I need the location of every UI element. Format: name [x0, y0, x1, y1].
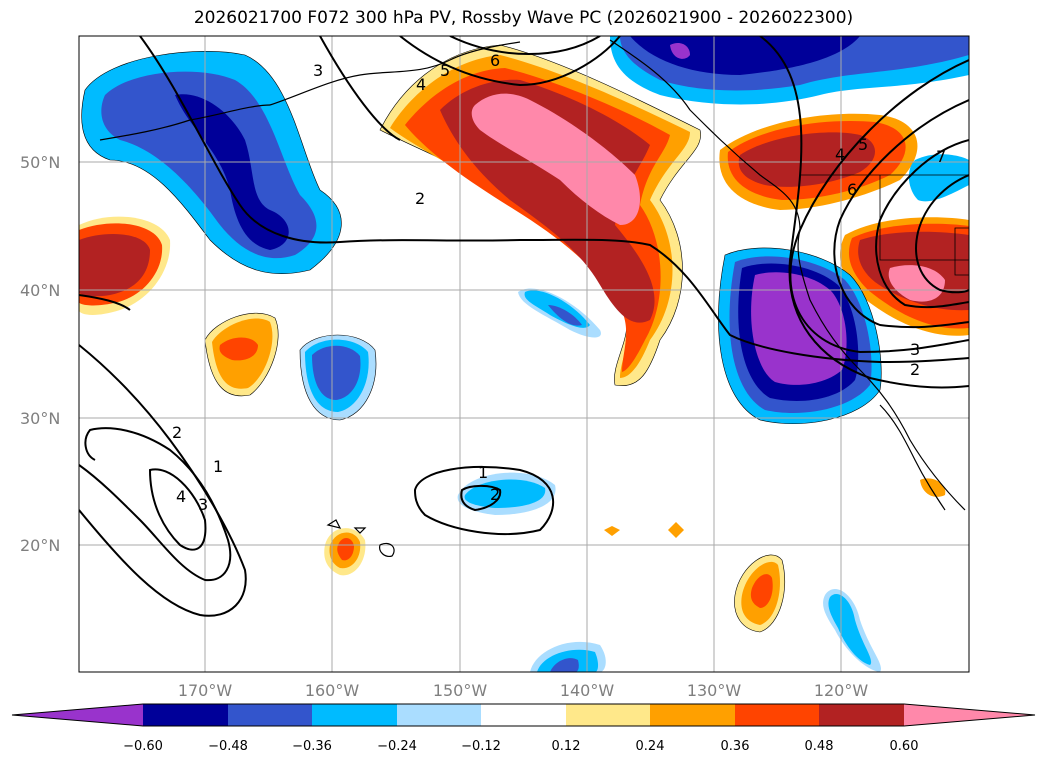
svg-text:−0.24: −0.24: [377, 739, 417, 754]
lat-label-40n: 40°N: [20, 281, 60, 300]
svg-text:2: 2: [172, 423, 182, 442]
colorbar-seg-3: [312, 704, 397, 726]
colorbar-seg-7: [650, 704, 735, 726]
svg-text:3: 3: [313, 61, 323, 80]
colorbar-seg-0: [12, 704, 143, 726]
svg-text:−0.48: −0.48: [208, 739, 248, 754]
colorbar: −0.60 −0.48 −0.36 −0.24 −0.12 0.12 0.24 …: [11, 703, 1036, 754]
svg-text:6: 6: [847, 180, 857, 199]
figure-title: 2026021700 F072 300 hPa PV, Rossby Wave …: [193, 8, 854, 28]
pv-shading: [79, 36, 969, 672]
svg-text:0.24: 0.24: [636, 739, 665, 754]
colorbar-seg-2: [228, 704, 312, 726]
lon-label-140w: 140°W: [560, 681, 615, 700]
colorbar-tick-labels: −0.60 −0.48 −0.36 −0.24 −0.12 0.12 0.24 …: [123, 739, 918, 754]
lon-label-150w: 150°W: [433, 681, 488, 700]
colorbar-outline: [11, 703, 1036, 727]
lon-label-160w: 160°W: [305, 681, 360, 700]
plot-frame: [78, 35, 970, 673]
coastlines: [99, 39, 966, 557]
lon-label-170w: 170°W: [178, 681, 233, 700]
svg-text:1: 1: [478, 463, 488, 482]
svg-text:5: 5: [440, 61, 450, 80]
lat-label-20n: 20°N: [20, 536, 60, 555]
contour-labels: 3 5 6 4 2 7 6 5 4 3 2 2 1 3 4 1 2: [172, 51, 946, 514]
svg-text:3: 3: [198, 495, 208, 514]
svg-text:4: 4: [835, 145, 845, 164]
lat-label-30n: 30°N: [20, 409, 60, 428]
contours: [79, 36, 969, 617]
colorbar-seg-1: [143, 704, 228, 726]
graticule: [79, 36, 969, 672]
svg-text:0.12: 0.12: [552, 739, 581, 754]
lon-label-130w: 130°W: [687, 681, 742, 700]
svg-text:4: 4: [176, 487, 186, 506]
lon-label-120w: 120°W: [814, 681, 869, 700]
svg-text:0.36: 0.36: [721, 739, 750, 754]
colorbar-seg-8: [735, 704, 819, 726]
svg-text:2: 2: [910, 360, 920, 379]
colorbar-seg-4: [397, 704, 481, 726]
svg-text:2: 2: [415, 189, 425, 208]
colorbar-seg-6: [566, 704, 650, 726]
svg-text:1: 1: [213, 457, 223, 476]
svg-text:6: 6: [490, 51, 500, 70]
svg-text:0.48: 0.48: [805, 739, 834, 754]
svg-text:−0.36: −0.36: [292, 739, 332, 754]
svg-text:−0.12: −0.12: [461, 739, 501, 754]
svg-text:7: 7: [936, 147, 946, 166]
svg-text:−0.60: −0.60: [123, 739, 163, 754]
colorbar-seg-9: [819, 704, 904, 726]
longitude-labels: 170°W 160°W 150°W 140°W 130°W 120°W: [178, 681, 869, 700]
colorbar-seg-10: [904, 704, 1035, 726]
svg-text:2: 2: [490, 485, 500, 504]
svg-text:5: 5: [858, 135, 868, 154]
latitude-labels: 50°N 40°N 30°N 20°N: [20, 153, 60, 555]
svg-text:3: 3: [910, 340, 920, 359]
borders: [800, 174, 969, 276]
lat-label-50n: 50°N: [20, 153, 60, 172]
colorbar-seg-5: [481, 704, 566, 726]
svg-text:4: 4: [416, 75, 426, 94]
svg-text:0.60: 0.60: [890, 739, 919, 754]
